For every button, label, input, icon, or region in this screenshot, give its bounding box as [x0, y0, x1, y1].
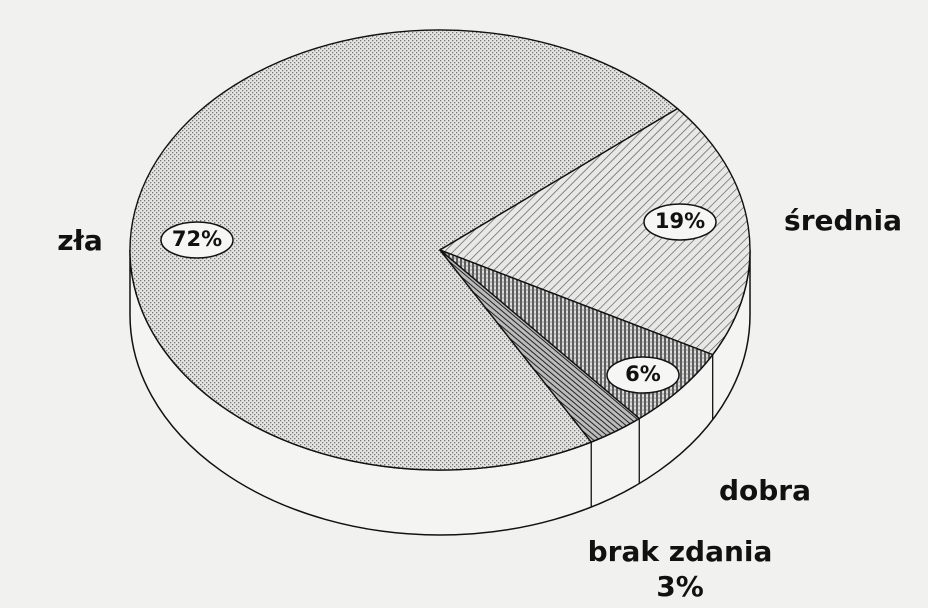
- value-label: 3%: [656, 570, 704, 603]
- pie-slice: [129, 29, 679, 471]
- value-label: 19%: [655, 209, 705, 233]
- value-label: 72%: [172, 227, 222, 251]
- category-label: brak zdania: [588, 535, 773, 568]
- category-label: dobra: [719, 474, 811, 507]
- value-label: 6%: [625, 362, 661, 386]
- label-oval: [160, 221, 234, 259]
- label-oval: [606, 356, 680, 394]
- label-oval: [643, 203, 717, 241]
- pie-slice: [438, 107, 751, 356]
- category-label: średnia: [784, 204, 902, 237]
- category-label: zła: [57, 224, 103, 257]
- pie-slice: [439, 249, 641, 443]
